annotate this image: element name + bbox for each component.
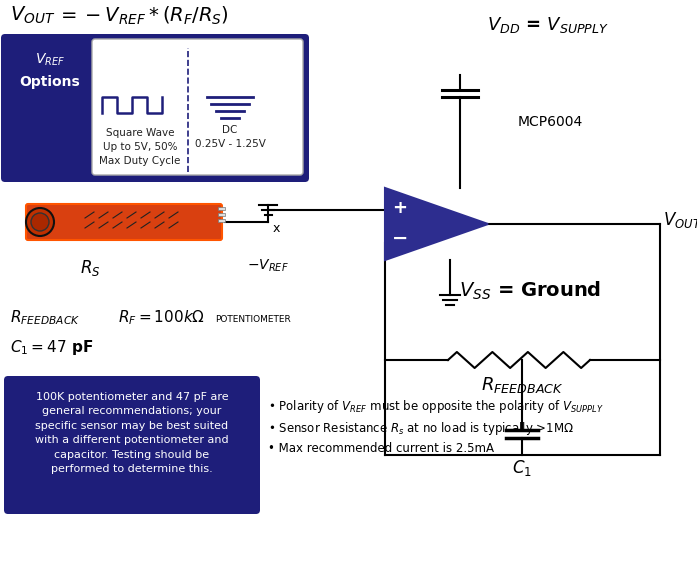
Text: x: x bbox=[273, 221, 279, 235]
Text: $V_{SS}$ = Ground: $V_{SS}$ = Ground bbox=[459, 280, 601, 302]
Text: $R_{FEEDBACK}$: $R_{FEEDBACK}$ bbox=[481, 375, 563, 395]
Bar bbox=[218, 213, 225, 216]
Text: +: + bbox=[392, 199, 408, 217]
Text: −: − bbox=[392, 228, 408, 248]
Text: $V_{DD}$ = $V_{SUPPLY}$: $V_{DD}$ = $V_{SUPPLY}$ bbox=[487, 15, 609, 35]
Text: • Max recommended current is 2.5mA: • Max recommended current is 2.5mA bbox=[268, 442, 494, 455]
FancyBboxPatch shape bbox=[1, 34, 309, 182]
Text: MCP6004: MCP6004 bbox=[518, 115, 583, 129]
Text: POTENTIOMETER: POTENTIOMETER bbox=[215, 315, 291, 324]
Text: • Sensor Resistance $R_s$ at no load is typically >1M$\Omega$: • Sensor Resistance $R_s$ at no load is … bbox=[268, 420, 574, 437]
Text: Square Wave
Up to 5V, 50%
Max Duty Cycle: Square Wave Up to 5V, 50% Max Duty Cycle bbox=[99, 128, 181, 166]
Text: • Polarity of $V_{REF}$ must be opposite the polarity of $V_{SUPPLY}$: • Polarity of $V_{REF}$ must be opposite… bbox=[268, 398, 604, 415]
Polygon shape bbox=[385, 188, 488, 260]
Circle shape bbox=[26, 208, 54, 236]
Text: $V_{REF}$: $V_{REF}$ bbox=[35, 52, 65, 68]
Text: 100K potentiometer and 47 pF are
general recommendations; your
specific sensor m: 100K potentiometer and 47 pF are general… bbox=[35, 392, 229, 474]
FancyBboxPatch shape bbox=[26, 204, 222, 240]
Text: DC
0.25V - 1.25V: DC 0.25V - 1.25V bbox=[194, 125, 266, 149]
Text: $C_1 = 47$ pF: $C_1 = 47$ pF bbox=[10, 338, 93, 357]
Text: $R_S$: $R_S$ bbox=[79, 258, 100, 278]
Text: $= -V_{REF} * (R_F / R_S)$: $= -V_{REF} * (R_F / R_S)$ bbox=[57, 5, 229, 27]
Text: $V_{OUT}$: $V_{OUT}$ bbox=[663, 210, 697, 230]
Text: $R_F$$ = 100k\Omega$: $R_F$$ = 100k\Omega$ bbox=[118, 308, 205, 327]
Bar bbox=[218, 219, 225, 222]
FancyBboxPatch shape bbox=[92, 39, 303, 175]
Bar bbox=[218, 206, 225, 210]
Text: $V_{OUT}$: $V_{OUT}$ bbox=[10, 5, 55, 26]
FancyBboxPatch shape bbox=[4, 376, 260, 514]
Text: $R_{FEEDBACK}$: $R_{FEEDBACK}$ bbox=[10, 308, 80, 327]
Text: $C_1$: $C_1$ bbox=[512, 458, 532, 478]
Circle shape bbox=[31, 213, 49, 231]
Text: Options: Options bbox=[20, 75, 80, 89]
Text: $-V_{REF}$: $-V_{REF}$ bbox=[247, 258, 289, 275]
